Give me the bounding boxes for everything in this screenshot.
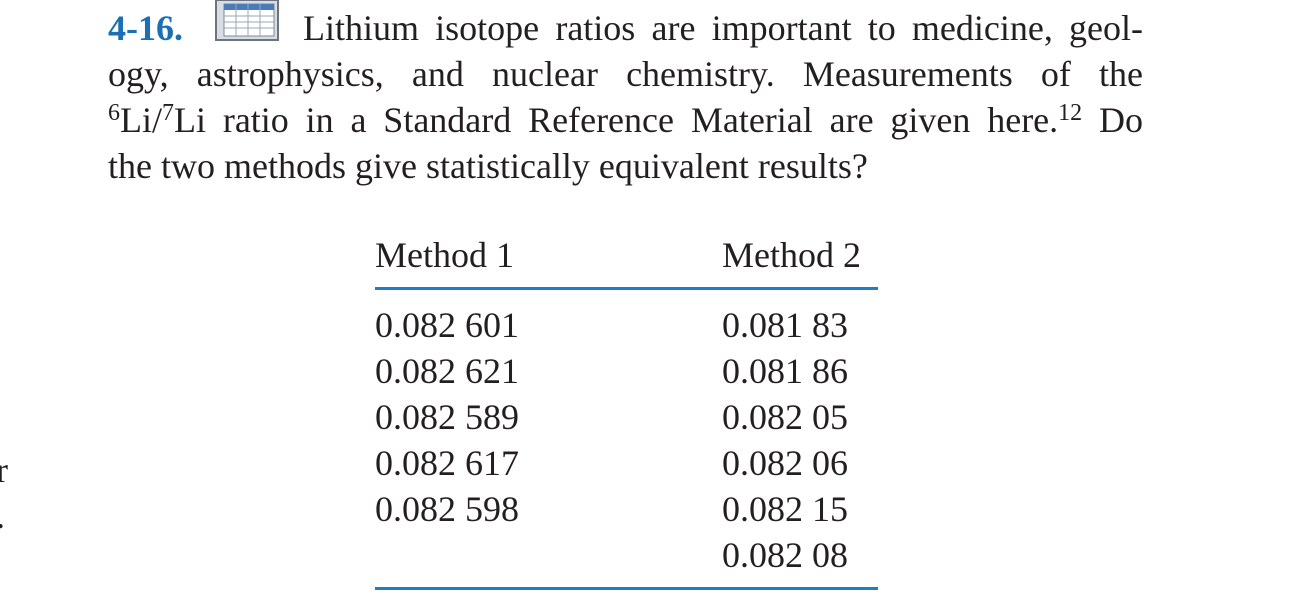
- column-header: Method 1: [375, 235, 514, 275]
- column-header: Method 2: [722, 235, 861, 275]
- table-cell: 0.082 08: [722, 535, 848, 575]
- text-span: Do: [1082, 100, 1143, 140]
- text-span: Li ratio in a Standard Reference Materia…: [174, 100, 1059, 140]
- margin-fragment: r: [0, 450, 8, 490]
- superscript: 7: [162, 100, 174, 126]
- table-cell: 0.082 589: [375, 397, 519, 437]
- spreadsheet-icon: [215, 0, 279, 41]
- table-cell: 0.081 86: [722, 351, 848, 391]
- text-line: ogy, astrophysics, and nuclear chemistry…: [108, 51, 1143, 97]
- table-cell: 0.082 05: [722, 397, 848, 437]
- text-line: Lithium isotope ratios are important to …: [303, 5, 1143, 51]
- problem-number: 4-16.: [108, 8, 183, 48]
- text-line: 6Li/7Li ratio in a Standard Reference Ma…: [108, 97, 1143, 143]
- text-span: ogy, astrophysics, and nuclear chemistry…: [108, 54, 1143, 94]
- text-line: the two methods give statistically equiv…: [108, 143, 1143, 189]
- superscript: 12: [1058, 100, 1083, 126]
- text-span: Lithium isotope ratios are important to …: [303, 8, 1143, 48]
- superscript: 6: [108, 100, 120, 126]
- table-cell: 0.082 621: [375, 351, 519, 391]
- table-cell: 0.081 83: [722, 305, 848, 345]
- table-cell: 0.082 15: [722, 489, 848, 529]
- table-cell: 0.082 617: [375, 443, 519, 483]
- text-span: the two methods give statistically equiv…: [108, 146, 868, 186]
- table-cell: 0.082 06: [722, 443, 848, 483]
- bottom-rule: [375, 587, 878, 590]
- table-cell: 0.082 598: [375, 489, 519, 529]
- table-cell: 0.082 601: [375, 305, 519, 345]
- text-span: Li/: [120, 100, 162, 140]
- margin-fragment: .: [0, 493, 5, 539]
- header-rule: [375, 287, 878, 290]
